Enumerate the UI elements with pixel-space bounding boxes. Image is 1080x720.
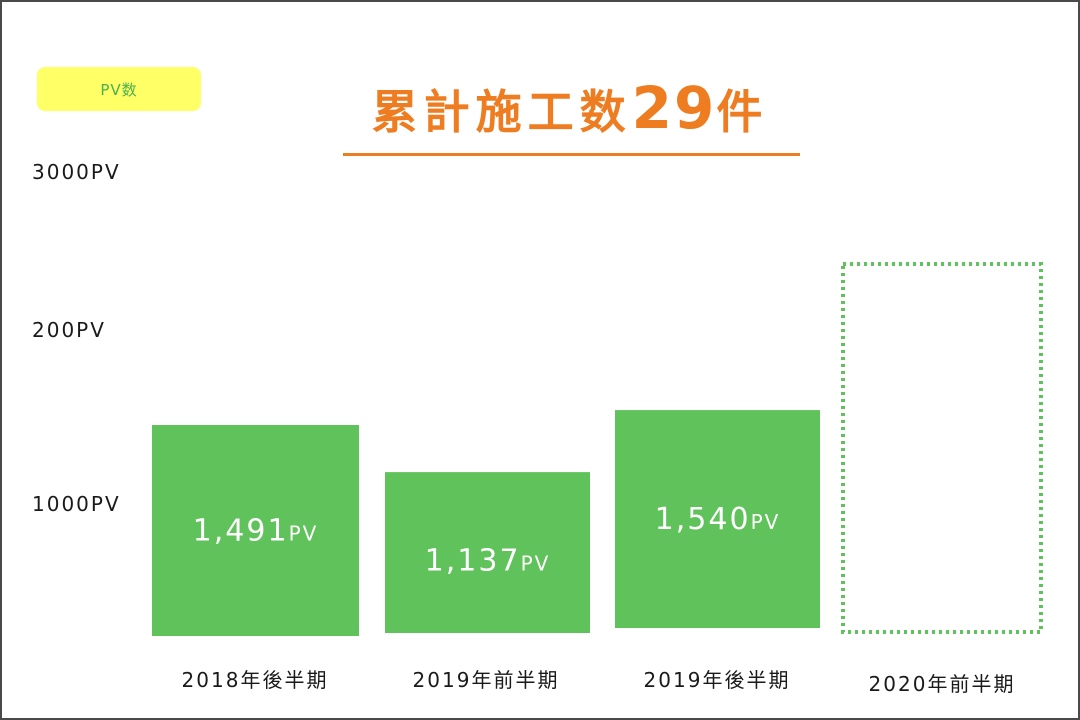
bar-value-label: 1,491PV bbox=[193, 514, 319, 549]
pv-count-badge: PV数 bbox=[37, 67, 201, 111]
bar bbox=[152, 425, 359, 636]
x-category-label: 2019年後半期 bbox=[643, 668, 791, 692]
bar-value-label: 1,137PV bbox=[425, 544, 551, 579]
x-category-label: 2020年前半期 bbox=[868, 672, 1016, 696]
title-number: 29 bbox=[631, 74, 717, 142]
title-underline bbox=[343, 153, 800, 156]
title-suffix: 件 bbox=[716, 85, 769, 139]
y-tick-label: 200PV bbox=[32, 318, 106, 342]
title-prefix: 累計施工数 bbox=[371, 85, 632, 139]
chart-title: 累計施工数29件 bbox=[340, 74, 800, 158]
y-tick-label: 3000PV bbox=[32, 160, 121, 184]
bar bbox=[385, 472, 590, 633]
bar-placeholder-2020年前半期 bbox=[841, 262, 1043, 634]
x-category-label: 2019年前半期 bbox=[412, 668, 560, 692]
bar-value-label: 1,540PV bbox=[655, 502, 781, 537]
y-tick-label: 1000PV bbox=[32, 492, 121, 516]
x-category-label: 2018年後半期 bbox=[181, 668, 329, 692]
bar bbox=[615, 410, 820, 628]
